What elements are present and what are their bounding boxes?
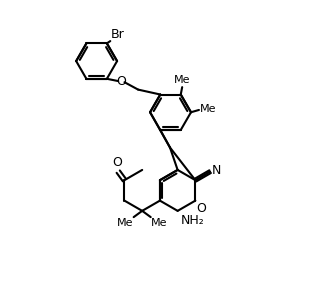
- Text: NH₂: NH₂: [180, 214, 204, 227]
- Text: O: O: [116, 75, 126, 88]
- Text: O: O: [196, 202, 206, 215]
- Text: Me: Me: [151, 218, 168, 228]
- Text: N: N: [212, 164, 221, 177]
- Text: Me: Me: [200, 104, 216, 115]
- Text: O: O: [113, 156, 122, 169]
- Text: Me: Me: [174, 75, 191, 86]
- Text: Br: Br: [111, 28, 125, 40]
- Text: Me: Me: [117, 218, 133, 228]
